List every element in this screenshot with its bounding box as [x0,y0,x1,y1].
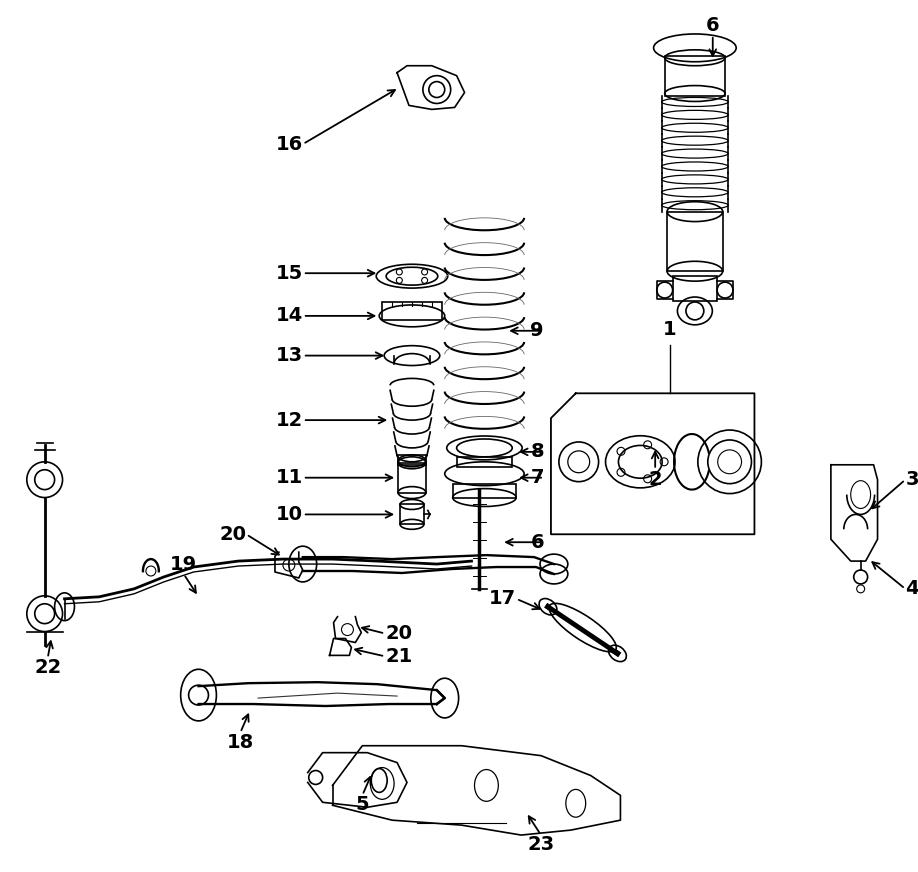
Text: 15: 15 [275,263,303,283]
Text: 18: 18 [227,732,254,752]
Text: 6: 6 [706,16,720,35]
Text: 4: 4 [905,579,918,598]
Text: 23: 23 [528,835,554,854]
Text: 20: 20 [386,624,412,643]
Bar [398,463,426,493]
Text: 20: 20 [219,525,246,544]
Text: 7: 7 [531,468,544,487]
Bar [456,457,512,467]
Text: 10: 10 [275,505,303,524]
Bar [665,56,725,96]
Text: 8: 8 [531,442,544,461]
Text: 9: 9 [531,321,544,340]
Text: 14: 14 [275,306,303,325]
Bar [398,455,426,465]
Bar [667,212,722,271]
Text: 19: 19 [170,555,197,574]
Ellipse shape [549,603,616,652]
Text: 11: 11 [275,468,303,487]
Text: 1: 1 [663,320,677,339]
Bar [453,484,516,498]
Text: 3: 3 [905,470,918,489]
Text: 13: 13 [275,346,303,365]
Text: 5: 5 [355,795,369,814]
Text: 12: 12 [275,411,303,430]
Text: 2: 2 [648,470,662,488]
Bar [382,302,442,320]
Text: 6: 6 [531,533,544,552]
Bar [673,276,717,301]
Text: 17: 17 [489,589,516,609]
Bar [400,505,424,524]
Text: 16: 16 [275,134,303,153]
Text: 22: 22 [34,658,62,678]
Text: 21: 21 [386,647,412,666]
